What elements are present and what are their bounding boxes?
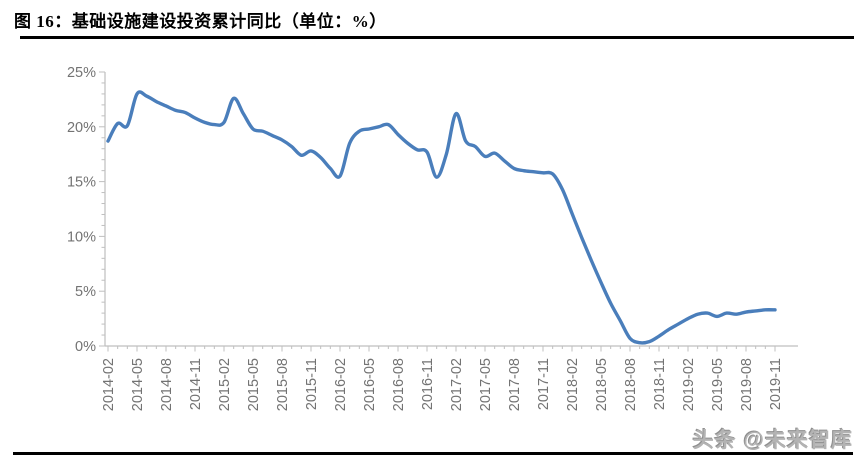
x-tick-label: 2017-08 — [507, 358, 523, 411]
x-tick-label: 2018-02 — [565, 358, 581, 411]
x-tick-label: 2018-08 — [623, 358, 639, 411]
x-tick-label: 2015-02 — [217, 358, 233, 411]
y-tick-label: 5% — [75, 284, 96, 300]
x-tick-label: 2019-11 — [768, 358, 784, 410]
x-tick-label: 2015-11 — [304, 358, 320, 410]
x-tick-label: 2014-02 — [101, 358, 117, 411]
x-tick-label: 2016-11 — [420, 358, 436, 410]
x-tick-label: 2017-02 — [449, 358, 465, 411]
x-tick-label: 2018-05 — [594, 358, 610, 411]
x-tick-label: 2015-08 — [275, 358, 291, 411]
x-tick-label: 2016-02 — [333, 358, 349, 411]
y-tick-label: 25% — [67, 65, 96, 81]
x-tick-label: 2019-08 — [739, 358, 755, 411]
figure-title: 图 16：基础设施建设投资累计同比（单位：%） — [14, 12, 387, 31]
x-tick-label: 2015-05 — [246, 358, 262, 411]
y-tick-label: 15% — [67, 175, 96, 191]
x-tick-label: 2019-02 — [681, 358, 697, 411]
x-tick-label: 2017-11 — [536, 358, 552, 410]
y-tick-label: 10% — [67, 229, 96, 245]
x-tick-label: 2017-05 — [478, 358, 494, 411]
x-tick-label: 2014-11 — [188, 358, 204, 410]
x-tick-label: 2019-05 — [710, 358, 726, 411]
watermark-text: 头条 @未来智库 — [692, 429, 853, 452]
x-tick-label: 2016-08 — [391, 358, 407, 411]
x-tick-label: 2014-08 — [159, 358, 175, 411]
x-tick-label: 2018-11 — [652, 358, 668, 410]
x-tick-label: 2014-05 — [130, 358, 146, 411]
x-tick-label: 2016-05 — [362, 358, 378, 411]
title-divider-line — [20, 36, 854, 39]
bottom-divider-line — [13, 452, 853, 455]
y-tick-label: 20% — [67, 120, 96, 136]
data-series-line — [106, 90, 777, 345]
y-tick-label: 0% — [75, 339, 96, 355]
